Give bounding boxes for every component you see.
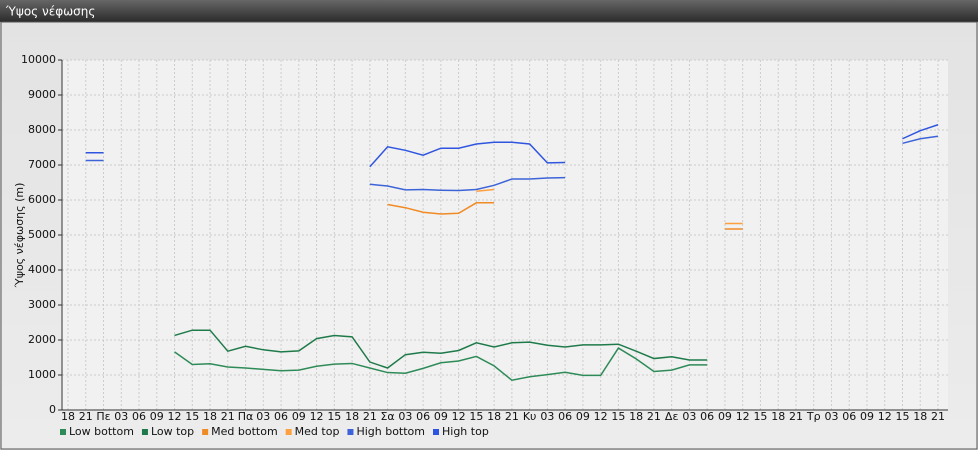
x-tick-label: Σα — [380, 410, 394, 423]
legend-label: Low bottom — [69, 425, 134, 438]
x-tick-label: 18 — [61, 410, 75, 423]
x-tick-label: 15 — [469, 410, 483, 423]
y-tick-label: 9000 — [28, 88, 56, 101]
legend-label: Med top — [295, 425, 340, 438]
legend-label: High top — [442, 425, 489, 438]
x-tick-label: 12 — [310, 410, 324, 423]
legend-swatch — [60, 429, 66, 435]
y-tick-label: 8000 — [28, 123, 56, 136]
y-tick-label: 4000 — [28, 263, 56, 276]
x-tick-label: 09 — [576, 410, 590, 423]
x-tick-label: 21 — [363, 410, 377, 423]
x-tick-label: Κυ — [523, 410, 537, 423]
x-tick-label: 18 — [345, 410, 359, 423]
y-tick-label: 1000 — [28, 368, 56, 381]
x-tick-label: Πε — [96, 410, 110, 423]
x-tick-label: 09 — [860, 410, 874, 423]
legend-label: Med bottom — [211, 425, 278, 438]
x-tick-label: 21 — [647, 410, 661, 423]
x-tick-label: 21 — [931, 410, 945, 423]
series-line — [174, 347, 708, 382]
x-tick-label: 06 — [700, 410, 714, 423]
x-tick-label: 12 — [736, 410, 750, 423]
y-tick-label: 6000 — [28, 193, 56, 206]
series-line — [174, 329, 708, 369]
x-tick-label: 21 — [79, 410, 93, 423]
legend-swatch — [202, 429, 209, 435]
chart-title: Ύψος νέφωσης — [5, 5, 95, 19]
x-tick-label: 06 — [842, 410, 856, 423]
x-tick-label: 09 — [434, 410, 448, 423]
x-tick-label: 06 — [132, 410, 146, 423]
legend-label: Low top — [151, 425, 194, 438]
series-line — [85, 135, 939, 192]
series-line — [85, 124, 939, 168]
x-tick-label: 15 — [753, 410, 767, 423]
x-tick-label: 18 — [629, 410, 643, 423]
x-tick-label: 12 — [168, 410, 182, 423]
legend-swatch — [285, 429, 292, 435]
y-tick-label: 10000 — [21, 53, 56, 66]
x-tick-label: 12 — [452, 410, 466, 423]
title-bar — [0, 0, 978, 22]
plot-area — [62, 60, 948, 410]
x-tick-label: 15 — [611, 410, 625, 423]
x-tick-label: 03 — [540, 410, 554, 423]
y-tick-label: 5000 — [28, 228, 56, 241]
y-tick-label: 2000 — [28, 333, 56, 346]
y-tick-label: 0 — [49, 403, 56, 416]
x-tick-label: 06 — [274, 410, 288, 423]
x-tick-label: 03 — [114, 410, 128, 423]
x-tick-label: Τρ — [806, 410, 821, 423]
series-line — [387, 202, 743, 230]
x-tick-label: 09 — [292, 410, 306, 423]
x-tick-label: 09 — [150, 410, 164, 423]
x-tick-label: 03 — [824, 410, 838, 423]
x-tick-label: 15 — [185, 410, 199, 423]
x-tick-label: Δε — [665, 410, 679, 423]
x-tick-label: 18 — [203, 410, 217, 423]
x-tick-label: Πα — [238, 410, 254, 423]
legend-swatch — [141, 429, 148, 435]
y-tick-label: 7000 — [28, 158, 56, 171]
y-axis-label: Ύψος νέφωσης (m) — [13, 183, 26, 289]
series-line — [476, 188, 743, 225]
x-tick-label: 12 — [878, 410, 892, 423]
y-tick-label: 3000 — [28, 298, 56, 311]
x-tick-label: 12 — [594, 410, 608, 423]
x-tick-label: 09 — [718, 410, 732, 423]
x-tick-label: 06 — [558, 410, 572, 423]
x-tick-label: 18 — [771, 410, 785, 423]
x-tick-label: 03 — [256, 410, 270, 423]
legend-swatch — [433, 429, 439, 435]
x-tick-label: 15 — [327, 410, 341, 423]
x-tick-label: 15 — [895, 410, 909, 423]
x-tick-label: 03 — [398, 410, 412, 423]
x-tick-label: 18 — [913, 410, 927, 423]
x-tick-label: 21 — [789, 410, 803, 423]
x-tick-label: 21 — [221, 410, 235, 423]
x-tick-label: 18 — [487, 410, 501, 423]
x-tick-label: 06 — [416, 410, 430, 423]
x-tick-label: 21 — [505, 410, 519, 423]
x-tick-label: 03 — [682, 410, 696, 423]
legend-swatch — [347, 429, 354, 435]
legend-label: High bottom — [356, 425, 425, 438]
